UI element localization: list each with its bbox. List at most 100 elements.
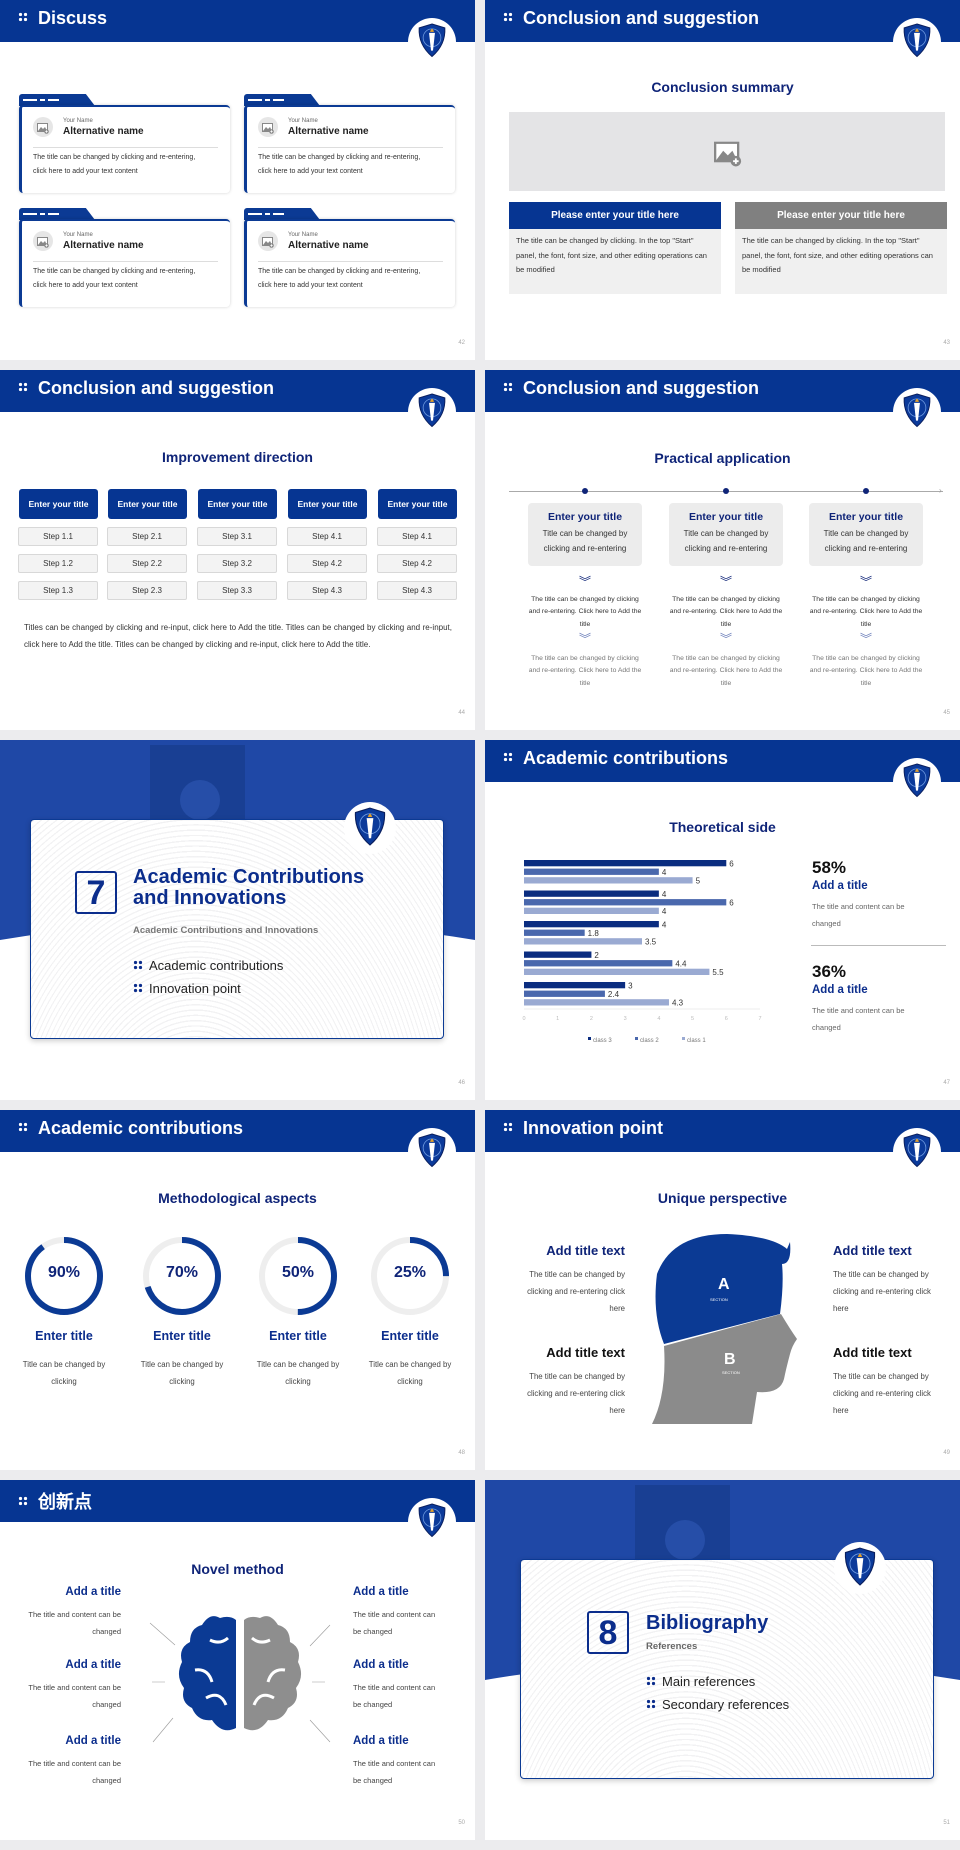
step-text: The title can be changed by clicking and… <box>669 596 783 628</box>
ring-label: 70% <box>165 1264 199 1281</box>
image-placeholder-icon[interactable] <box>258 231 278 251</box>
card-name: Alternative name <box>288 126 369 137</box>
step-card[interactable]: Enter your title Title can be changed by… <box>669 503 783 566</box>
step-box[interactable]: Step 2.1 <box>107 527 187 546</box>
section-number: 8 <box>587 1611 629 1654</box>
slide-47[interactable]: Academic contributions Theoretical side 6 4… <box>485 740 960 1100</box>
slide-title: Innovation point <box>523 1118 663 1138</box>
section-bullet[interactable]: Main references <box>646 1674 755 1689</box>
step-box[interactable]: Step 4.3 <box>377 581 457 600</box>
image-placeholder-icon[interactable] <box>33 231 53 251</box>
ring-label: 90% <box>47 1264 81 1281</box>
page-number: 44 <box>458 710 465 716</box>
section-subtitle: Novel method <box>191 1561 284 1577</box>
profile-card[interactable]: Your Name Alternative name The title can… <box>19 105 230 193</box>
section-number: 7 <box>75 871 117 914</box>
card-text: The title can be changed by clicking and… <box>33 154 196 161</box>
section-label: SECTION <box>722 1370 740 1375</box>
slide-50[interactable]: 创新点 Novel method Add a title The title an… <box>0 1480 475 1840</box>
bar-chart: 6 4 5 4 6 4 4 1.8 3.5 2 4.4 5.5 3 2.4 4.3 0 1 2 3 4 5 6 7 class… <box>522 860 761 1045</box>
bar-class-1 <box>524 938 642 945</box>
step-card[interactable]: Enter your title Title can be changed by… <box>809 503 923 566</box>
data-label: 4.3 <box>672 999 684 1008</box>
block-text: The title and content can be changed <box>28 1610 121 1636</box>
image-placeholder[interactable] <box>509 112 945 191</box>
step-box[interactable]: Step 4.2 <box>377 554 457 573</box>
card-text: click here to add your text content <box>33 282 138 289</box>
dots-icon <box>18 382 28 393</box>
column-title: Enter your title <box>288 489 367 519</box>
timeline-dot <box>723 488 729 494</box>
block-title: Add title text <box>546 1243 625 1258</box>
step-text: The title can be changed by clicking and… <box>528 655 642 687</box>
university-logo <box>408 1128 456 1176</box>
bar-class-2 <box>524 899 727 906</box>
profile-card[interactable]: Your Name Alternative name The title can… <box>244 105 455 193</box>
slide-header: 创新点 <box>0 1480 475 1522</box>
step-box[interactable]: Step 4.2 <box>287 554 367 573</box>
divider <box>33 147 218 148</box>
step-box[interactable]: Step 2.2 <box>107 554 187 573</box>
slide-42[interactable]: Discuss Your Name Alternative name The t… <box>0 0 475 360</box>
page-number: 43 <box>943 340 950 346</box>
dots-icon <box>133 959 143 970</box>
step-box[interactable]: Step 4.3 <box>287 581 367 600</box>
step-box[interactable]: Step 1.2 <box>18 554 98 573</box>
slide-45[interactable]: Conclusion and suggestion Practical appli… <box>485 370 960 730</box>
slide-46[interactable]: 7 Academic Contributions and Innovations … <box>0 740 475 1100</box>
bar-class-2 <box>524 868 659 875</box>
university-logo <box>408 18 456 66</box>
section-subtitle: Practical application <box>654 450 791 466</box>
ring-label: 50% <box>281 1264 315 1281</box>
folder-tab <box>19 94 95 106</box>
step-box[interactable]: Step 4.1 <box>377 527 457 546</box>
legend-label: class 3 <box>593 1038 612 1044</box>
slide-43[interactable]: Conclusion and suggestion Conclusion summ… <box>485 0 960 360</box>
data-label: 4 <box>662 868 667 877</box>
data-label: 3 <box>628 982 633 991</box>
card-desc: Title can be changed by clicking and re-… <box>542 529 628 553</box>
page-number: 47 <box>943 1080 950 1086</box>
legend-swatch <box>588 1037 591 1040</box>
step-card[interactable]: Enter your title Title can be changed by… <box>528 503 642 566</box>
x-tick-label: 7 <box>758 1016 761 1022</box>
box-title: Please enter your title here <box>735 202 947 229</box>
profile-card[interactable]: Your Name Alternative name The title can… <box>244 219 455 307</box>
card-desc: Title can be changed by clicking and re-… <box>823 529 909 553</box>
step-box[interactable]: Step 3.1 <box>197 527 277 546</box>
data-label: 6 <box>729 899 734 908</box>
image-placeholder-icon[interactable] <box>258 117 278 137</box>
step-box[interactable]: Step 3.3 <box>197 581 277 600</box>
slide-44[interactable]: Conclusion and suggestion Improvement dir… <box>0 370 475 730</box>
slide-header: Academic contributions <box>485 740 960 782</box>
step-box[interactable]: Step 1.3 <box>18 581 98 600</box>
ring-text: Title can be changed by clicking <box>368 1360 452 1386</box>
box-text: The title can be changed by clicking. In… <box>735 229 947 294</box>
block-title: Add a title <box>353 1586 409 1598</box>
card-label: Your Name <box>288 118 318 124</box>
double-chevron-down-icon: ︾ <box>859 632 872 646</box>
bar-class-3 <box>524 921 659 928</box>
legend-swatch <box>682 1037 685 1040</box>
step-box[interactable]: Step 3.2 <box>197 554 277 573</box>
section-subtitle: References <box>646 1641 698 1652</box>
profile-card[interactable]: Your Name Alternative name The title can… <box>19 219 230 307</box>
section-bullet[interactable]: Academic contributions <box>133 958 283 973</box>
block-title: Add a title <box>65 1659 121 1671</box>
section-label: SECTION <box>710 1297 728 1302</box>
bar-class-1 <box>524 999 669 1006</box>
step-box[interactable]: Step 1.1 <box>18 527 98 546</box>
step-box[interactable]: Step 2.3 <box>107 581 187 600</box>
x-tick-label: 5 <box>691 1016 694 1022</box>
section-bullet[interactable]: Innovation point <box>133 981 241 996</box>
section-bullet[interactable]: Secondary references <box>646 1697 789 1712</box>
section-subtitle: Academic Contributions and Innovations <box>133 925 319 936</box>
slide-48[interactable]: Academic contributions Methodological asp… <box>0 1110 475 1470</box>
double-chevron-down-icon: ︾ <box>859 575 872 589</box>
image-placeholder-icon[interactable] <box>33 117 53 137</box>
data-label: 6 <box>729 860 734 869</box>
step-box[interactable]: Step 4.1 <box>287 527 367 546</box>
slide-51[interactable]: 8 Bibliography References Main references S… <box>485 1480 960 1840</box>
bar-class-1 <box>524 877 693 884</box>
slide-49[interactable]: Innovation point Unique perspective A B S… <box>485 1110 960 1470</box>
